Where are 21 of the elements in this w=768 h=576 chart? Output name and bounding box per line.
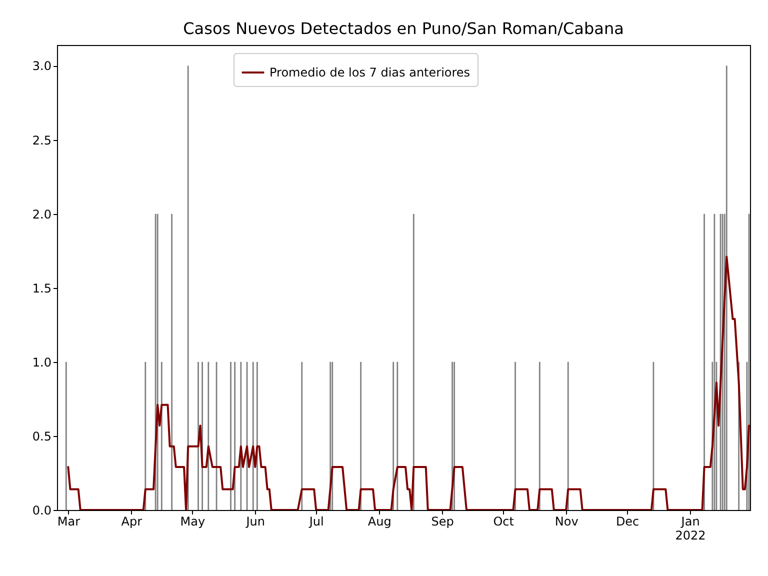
x-tick-label: Aug (368, 514, 392, 528)
y-tick-label: 1.5 (32, 281, 52, 296)
x-tick-label: Oct (493, 514, 514, 528)
x-tick-label: Apr (121, 514, 142, 528)
x-tick-label: Nov (554, 514, 578, 528)
x-tick-label: Dec (616, 514, 640, 528)
x-tick-label: Jul (308, 514, 324, 528)
chart-title: Casos Nuevos Detectados en Puno/San Roman/Cabana (183, 19, 624, 38)
y-tick-label: 2.0 (32, 207, 52, 222)
x-tick-label: Mar (57, 514, 80, 528)
line-series (67, 256, 750, 510)
y-tick-label: 1.0 (32, 355, 52, 370)
y-tick-label: 2.5 (32, 133, 52, 148)
legend-label: Promedio de los 7 dias anteriores (270, 66, 470, 80)
x-tick-label: May (180, 514, 206, 528)
x-tick-label: Jun (245, 514, 266, 528)
x-tick-label: Sep (431, 514, 454, 528)
y-tick-label: 0.5 (32, 429, 52, 444)
x-tick-label: Jan 2022 (675, 514, 706, 542)
y-tick-label: 3.0 (32, 59, 52, 74)
y-tick-label: 0.0 (32, 504, 52, 518)
